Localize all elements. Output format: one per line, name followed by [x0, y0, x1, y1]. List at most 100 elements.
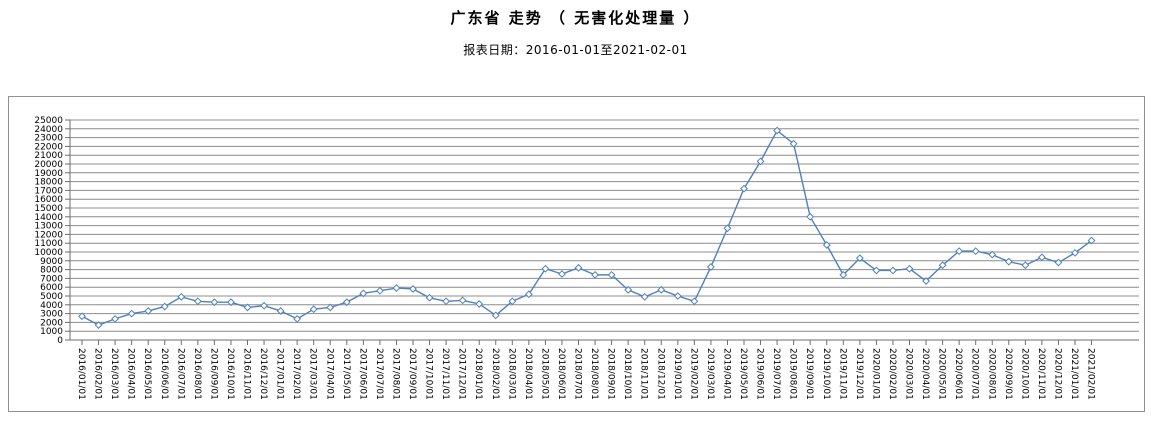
data-point-marker [177, 292, 186, 301]
x-axis-label: 2020/02/01 [887, 348, 897, 400]
y-axis-label: 1000 [40, 327, 63, 337]
y-axis-label: 24000 [34, 125, 63, 135]
x-axis-label: 2018/07/01 [573, 348, 583, 400]
x-axis-label: 2020/12/01 [1052, 348, 1062, 400]
data-point-marker [889, 266, 897, 275]
data-point-marker [624, 285, 633, 294]
data-point-marker [78, 312, 86, 321]
data-point-marker [111, 314, 120, 323]
data-point-marker [160, 302, 169, 311]
x-axis-label: 2020/01/01 [870, 348, 880, 400]
data-point-marker [673, 292, 682, 300]
x-axis-label: 2020/10/01 [1019, 348, 1029, 400]
x-axis-label: 2019/06/01 [755, 348, 765, 400]
y-axis-label: 22000 [34, 142, 63, 152]
x-axis-label: 2018/02/01 [490, 348, 500, 400]
data-point-marker [491, 311, 500, 320]
data-point-marker [94, 321, 103, 329]
data-point-marker [806, 212, 815, 221]
x-axis-label: 2016/03/01 [109, 348, 119, 400]
x-axis-label: 2020/04/01 [920, 348, 930, 400]
data-point-marker [144, 307, 153, 315]
x-axis-label: 2019/09/01 [804, 348, 814, 400]
y-axis-label: 14000 [34, 213, 63, 223]
x-axis-label: 2018/10/01 [622, 348, 632, 400]
data-point-marker [541, 264, 550, 273]
data-point-marker [1087, 236, 1096, 245]
x-axis-label: 2019/05/01 [738, 348, 748, 400]
data-point-marker [773, 126, 782, 135]
x-axis-label: 2017/01/01 [275, 348, 285, 400]
data-point-marker [458, 296, 467, 305]
data-point-marker [988, 250, 997, 259]
x-axis-label: 2016/08/01 [192, 348, 202, 400]
x-axis-label: 2017/06/01 [357, 348, 367, 400]
data-point-marker [392, 284, 401, 292]
data-point-marker [375, 286, 384, 295]
data-point-marker [657, 285, 666, 294]
x-axis-label: 2017/08/01 [390, 348, 400, 400]
data-point-marker [227, 298, 235, 307]
y-axis-label: 20000 [34, 160, 63, 170]
x-axis-label: 2017/09/01 [407, 348, 417, 400]
x-axis-label: 2016/05/01 [142, 348, 152, 400]
data-point-marker [1021, 261, 1030, 270]
x-axis-label: 2016/09/01 [208, 348, 218, 400]
report-date-range: 报表日期：2016-01-01至2021-02-01 [463, 43, 688, 57]
y-axis-label: 13000 [34, 222, 63, 232]
x-axis-label: 2021/02/01 [1086, 348, 1096, 400]
x-axis-label: 2020/07/01 [970, 348, 980, 400]
x-axis-label: 2016/06/01 [159, 348, 169, 400]
data-point-marker [475, 300, 484, 308]
x-axis-label: 2018/08/01 [589, 348, 599, 400]
y-axis-label: 19000 [34, 169, 63, 179]
data-point-marker [309, 305, 318, 314]
x-axis-label: 2020/09/01 [1003, 348, 1013, 400]
y-axis-label: 23000 [34, 134, 63, 144]
data-point-marker [276, 307, 285, 315]
trend-line-chart: 0100020003000400050006000700080009000100… [34, 116, 1139, 400]
x-axis-label: 2016/07/01 [175, 348, 185, 400]
y-axis-label: 6000 [40, 283, 63, 293]
data-point-marker [359, 289, 368, 298]
y-axis-label: 5000 [40, 292, 63, 302]
x-axis-label: 2017/04/01 [324, 348, 334, 400]
data-point-marker [706, 263, 715, 271]
y-axis-label: 16000 [34, 195, 63, 205]
data-point-marker [127, 309, 136, 318]
x-axis-label: 2017/05/01 [341, 348, 351, 400]
data-point-marker [524, 290, 533, 299]
y-axis-label: 17000 [34, 186, 63, 196]
x-axis-label: 2016/12/01 [258, 348, 268, 400]
data-point-marker [425, 293, 434, 302]
x-axis-label: 2020/11/01 [1036, 348, 1046, 400]
x-axis-label: 2018/01/01 [473, 348, 483, 400]
y-axis-label: 12000 [34, 230, 63, 240]
data-point-marker [640, 292, 649, 301]
x-axis-label: 2019/07/01 [771, 348, 781, 400]
data-point-marker [293, 314, 302, 323]
data-point-marker [938, 261, 947, 270]
x-axis-label: 2017/07/01 [374, 348, 384, 400]
data-point-marker [905, 264, 914, 273]
x-axis-label: 2020/06/01 [953, 348, 963, 400]
x-axis-label: 2020/05/01 [937, 348, 947, 400]
y-axis-label: 15000 [34, 204, 63, 214]
data-point-marker [740, 184, 748, 193]
x-axis-label: 2017/03/01 [308, 348, 318, 400]
x-axis-label: 2019/12/01 [854, 348, 864, 400]
x-axis-label: 2019/08/01 [788, 348, 798, 400]
data-point-marker [1054, 258, 1063, 267]
x-axis-label: 2018/12/01 [655, 348, 665, 400]
x-axis-label: 2020/03/01 [904, 348, 914, 400]
y-axis-label: 2000 [40, 318, 63, 328]
data-point-marker [574, 263, 583, 272]
data-point-marker [690, 297, 699, 306]
data-point-marker [326, 303, 335, 312]
y-axis-label: 9000 [40, 257, 63, 267]
data-point-marker [723, 224, 732, 233]
x-axis-label: 2016/02/01 [93, 348, 103, 400]
x-axis-label: 2018/06/01 [556, 348, 566, 400]
data-point-marker [1004, 257, 1013, 266]
